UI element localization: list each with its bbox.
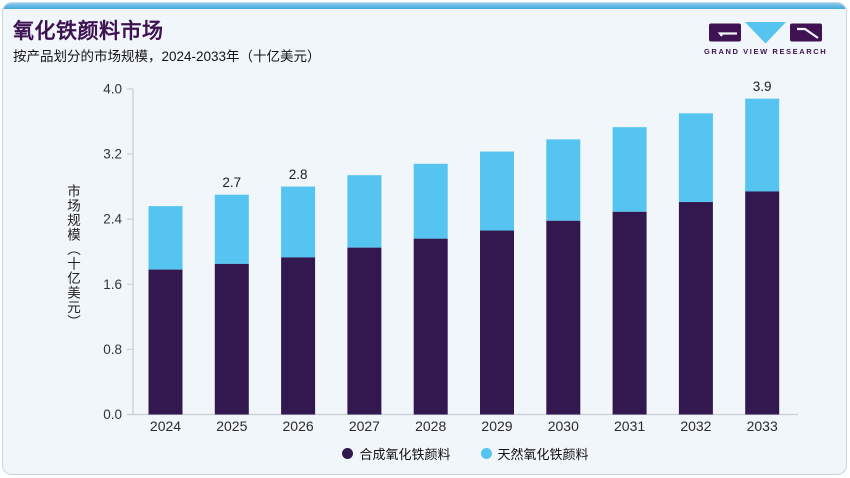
page-subtitle: 按产品划分的市场规模，2024-2033年（十亿美元） bbox=[13, 49, 321, 64]
legend-label-natural: 天然氧化铁颜料 bbox=[497, 447, 589, 462]
x-axis-label-2026: 2026 bbox=[283, 418, 314, 434]
bar-segment-synthetic-2033 bbox=[745, 191, 780, 415]
bar-segment-synthetic-2032 bbox=[678, 202, 713, 415]
bar-segment-natural-2029 bbox=[480, 151, 514, 231]
logo-v-triangle bbox=[744, 22, 786, 44]
bar-segment-synthetic-2024 bbox=[148, 269, 183, 415]
y-tick-label: 3.2 bbox=[103, 147, 122, 162]
bar-total-label-2033: 3.9 bbox=[753, 79, 772, 94]
bar-segment-natural-2025 bbox=[214, 194, 249, 264]
bar-segment-synthetic-2026 bbox=[281, 257, 316, 415]
bar-segment-natural-2026 bbox=[281, 186, 316, 258]
bar-total-label-2026: 2.8 bbox=[289, 167, 308, 182]
gvr-logo: GRAND VIEW RESEARCH bbox=[704, 22, 826, 56]
x-axis-label-2033: 2033 bbox=[747, 418, 778, 434]
x-axis-label-2032: 2032 bbox=[680, 418, 711, 434]
x-axis-label-2031: 2031 bbox=[614, 418, 645, 434]
top-accent-bar bbox=[3, 3, 846, 9]
bar-segment-natural-2033 bbox=[745, 98, 780, 192]
y-tick-label: 0.0 bbox=[103, 407, 122, 422]
bar-segment-synthetic-2025 bbox=[214, 263, 249, 415]
brand-name: GRAND VIEW RESEARCH bbox=[704, 47, 828, 56]
x-axis-label-2030: 2030 bbox=[548, 418, 579, 434]
y-tick-label: 2.4 bbox=[103, 212, 122, 227]
x-axis-label-2024: 2024 bbox=[150, 418, 181, 434]
x-axis-label-2027: 2027 bbox=[349, 418, 380, 434]
x-axis-label-2028: 2028 bbox=[415, 418, 446, 434]
legend-dot-synthetic bbox=[342, 448, 354, 459]
bar-segment-synthetic-2028 bbox=[413, 238, 448, 415]
y-tick-label: 1.6 bbox=[103, 277, 122, 292]
gvr-logo-mark bbox=[708, 22, 822, 44]
y-tick-label: 0.8 bbox=[103, 342, 122, 357]
bar-segment-natural-2031 bbox=[612, 127, 647, 212]
bar-total-label-2025: 2.7 bbox=[222, 175, 241, 190]
legend-item-synthetic: 合成氧化铁颜料 bbox=[342, 444, 451, 463]
bar-segment-natural-2024 bbox=[148, 206, 183, 270]
bar-segment-natural-2030 bbox=[546, 139, 581, 221]
bar-segment-natural-2032 bbox=[678, 113, 713, 203]
legend-item-natural: 天然氧化铁颜料 bbox=[480, 444, 589, 463]
y-tick-label: 4.0 bbox=[103, 81, 122, 96]
chart-legend: 合成氧化铁颜料 天然氧化铁颜料 bbox=[133, 444, 798, 463]
y-axis-title: 市场规模（十亿美元） bbox=[65, 184, 80, 329]
bar-segment-synthetic-2027 bbox=[347, 247, 382, 415]
legend-dot-natural bbox=[480, 448, 492, 459]
x-axis-label-2025: 2025 bbox=[216, 418, 247, 434]
page-title: 氧化铁颜料市场 bbox=[13, 20, 164, 43]
bar-segment-synthetic-2031 bbox=[612, 211, 647, 415]
bar-segment-synthetic-2030 bbox=[546, 220, 581, 415]
bar-segment-natural-2028 bbox=[413, 163, 448, 239]
legend-label-synthetic: 合成氧化铁颜料 bbox=[359, 447, 451, 462]
logo-r-stroke bbox=[796, 27, 819, 39]
logo-g-stroke bbox=[717, 32, 737, 37]
bar-segment-natural-2027 bbox=[347, 175, 382, 248]
x-axis-label-2029: 2029 bbox=[481, 418, 512, 434]
bar-segment-synthetic-2029 bbox=[480, 230, 514, 415]
